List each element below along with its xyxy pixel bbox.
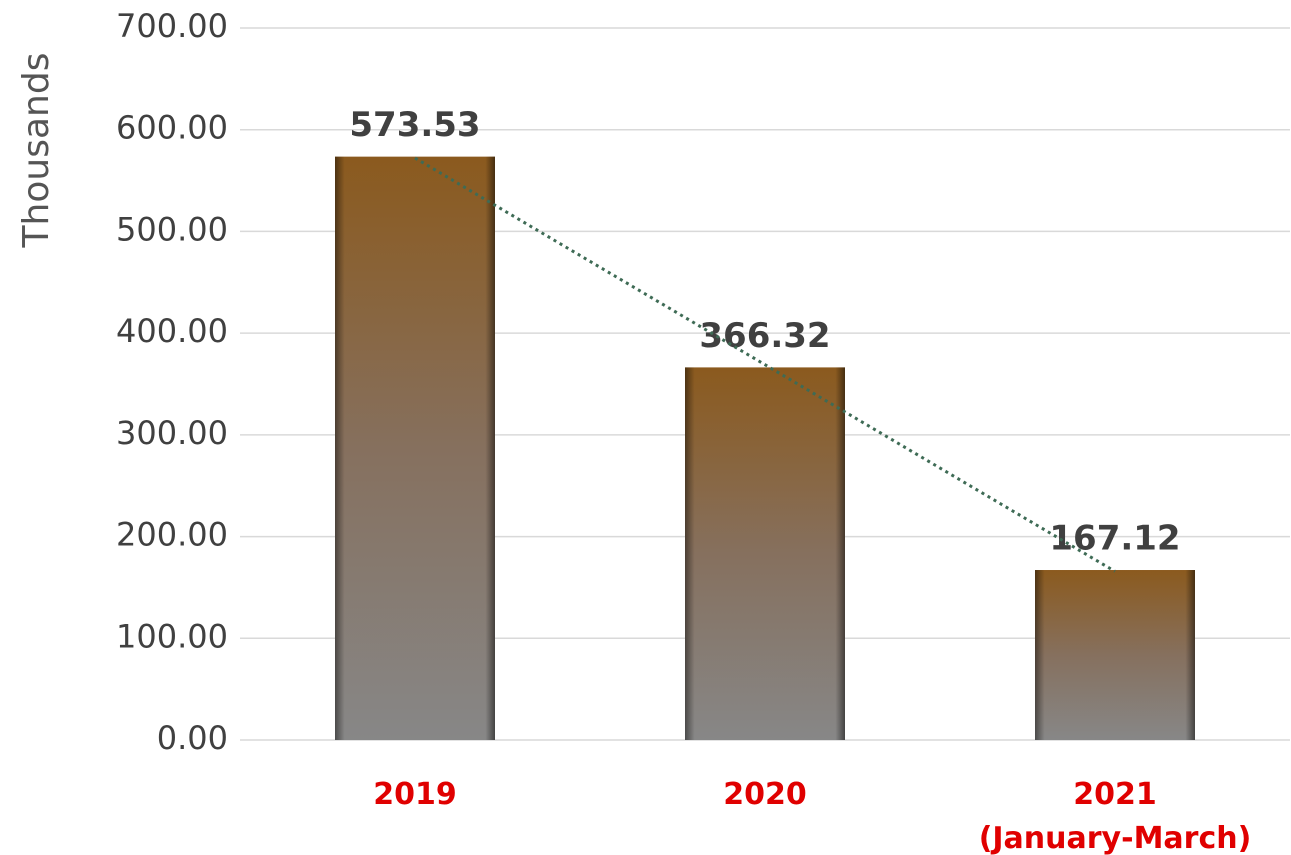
- y-tick-label: 700.00: [116, 7, 228, 45]
- y-tick-label: 100.00: [116, 617, 228, 655]
- y-tick-label: 200.00: [116, 516, 228, 554]
- data-label: 366.32: [699, 316, 830, 356]
- x-tick-label: 2020: [723, 777, 807, 812]
- y-tick-label: 300.00: [116, 414, 228, 452]
- trendline: [414, 156, 1116, 573]
- x-tick-label: 2019: [373, 777, 457, 812]
- y-tick-label: 0.00: [157, 719, 228, 757]
- y-tick-label: 600.00: [116, 109, 228, 147]
- bar: [685, 367, 845, 740]
- y-axis-label: Thousands: [16, 53, 57, 249]
- data-label: 573.53: [349, 105, 480, 145]
- data-label: 167.12: [1049, 519, 1180, 559]
- y-tick-label: 400.00: [116, 312, 228, 350]
- bar: [335, 156, 495, 740]
- y-tick-label: 500.00: [116, 210, 228, 248]
- bar: [1035, 570, 1195, 740]
- x-tick-label: 2021 (January-March): [979, 777, 1252, 855]
